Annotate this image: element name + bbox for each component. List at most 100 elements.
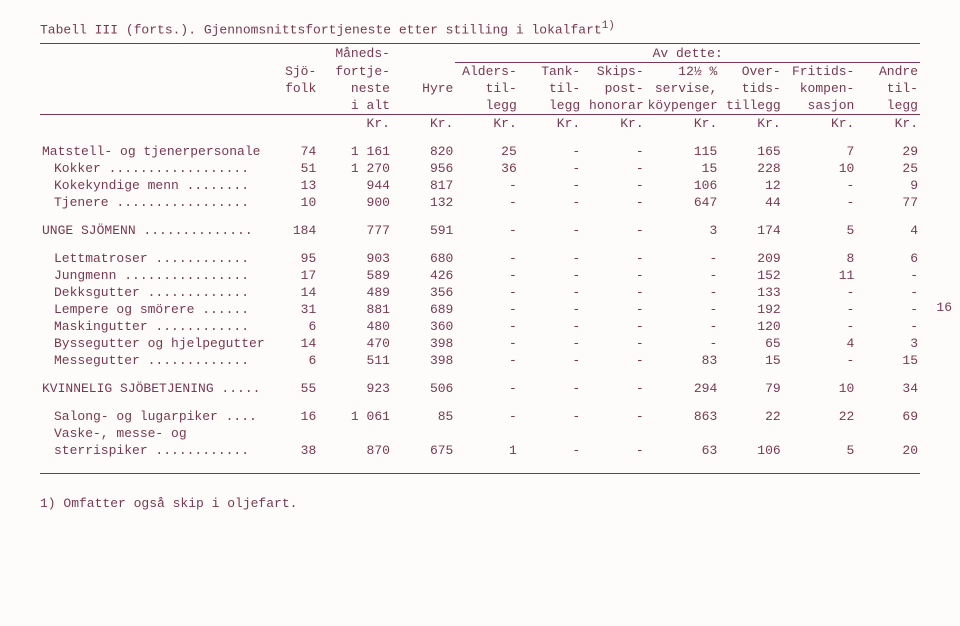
- table-row: Dekksgutter .............14489356----133…: [40, 284, 920, 301]
- header-cell: Over-: [719, 63, 782, 81]
- data-cell: 10: [255, 194, 318, 211]
- data-cell: 3: [856, 335, 920, 352]
- data-cell: 4: [856, 211, 920, 239]
- header-cell: Kr.: [392, 115, 455, 133]
- row-label: Byssegutter og hjelpegutter: [40, 335, 255, 352]
- data-cell: 589: [318, 267, 392, 284]
- header-cell: i alt: [318, 97, 392, 115]
- data-cell: 470: [318, 335, 392, 352]
- header-cell: [392, 63, 455, 81]
- data-cell: 923: [318, 369, 392, 397]
- data-cell: -: [455, 318, 518, 335]
- row-label: Dekksgutter .............: [40, 284, 255, 301]
- data-cell: 356: [392, 284, 455, 301]
- data-cell: 69: [856, 397, 920, 425]
- data-cell: 74: [255, 132, 318, 160]
- data-cell: -: [519, 211, 582, 239]
- data-cell: 1 270: [318, 160, 392, 177]
- data-cell: -: [519, 397, 582, 425]
- header-cell: [40, 97, 255, 115]
- data-cell: 83: [646, 352, 720, 369]
- data-cell: 426: [392, 267, 455, 284]
- data-cell: 5: [783, 211, 857, 239]
- data-cell: 6: [856, 239, 920, 267]
- data-cell: -: [582, 194, 645, 211]
- header-cell: post-: [582, 80, 645, 97]
- data-cell: 5: [783, 442, 857, 459]
- data-cell: -: [455, 239, 518, 267]
- data-cell: 106: [719, 442, 782, 459]
- header-cell: neste: [318, 80, 392, 97]
- footnote: 1) Omfatter også skip i oljefart.: [40, 496, 920, 511]
- data-cell: -: [646, 267, 720, 284]
- data-cell: -: [646, 284, 720, 301]
- data-cell: 152: [719, 267, 782, 284]
- header-row: Kr.Kr.Kr.Kr.Kr.Kr.Kr.Kr.Kr.: [40, 115, 920, 133]
- data-cell: 680: [392, 239, 455, 267]
- data-cell: 591: [392, 211, 455, 239]
- data-cell: -: [783, 284, 857, 301]
- data-cell: 3: [646, 211, 720, 239]
- header-cell: fortje-: [318, 63, 392, 81]
- header-cell: Kr.: [318, 115, 392, 133]
- data-cell: 15: [646, 160, 720, 177]
- data-cell: [646, 425, 720, 442]
- data-cell: 398: [392, 335, 455, 352]
- top-rule: [40, 43, 920, 44]
- data-cell: 294: [646, 369, 720, 397]
- data-cell: -: [582, 267, 645, 284]
- data-cell: -: [519, 284, 582, 301]
- data-cell: 115: [646, 132, 720, 160]
- table-row: Maskingutter ............6480360----120-…: [40, 318, 920, 335]
- header-cell: Sjö-: [255, 63, 318, 81]
- header-cell: Kr.: [783, 115, 857, 133]
- data-table: Måneds-Av dette:Sjö-fortje-Alders-Tank-S…: [40, 45, 920, 459]
- header-cell: til-: [455, 80, 518, 97]
- data-cell: 6: [255, 352, 318, 369]
- table-row: Kokker ..................511 27095636--1…: [40, 160, 920, 177]
- header-cell: tids-: [719, 80, 782, 97]
- data-cell: -: [582, 132, 645, 160]
- data-cell: 63: [646, 442, 720, 459]
- table-row: Salong- og lugarpiker ....161 06185---86…: [40, 397, 920, 425]
- table-row: UNGE SJÖMENN ..............184777591---3…: [40, 211, 920, 239]
- data-cell: -: [519, 335, 582, 352]
- header-cell: folk: [255, 80, 318, 97]
- data-cell: -: [519, 194, 582, 211]
- data-cell: -: [455, 301, 518, 318]
- data-cell: -: [783, 177, 857, 194]
- data-cell: 675: [392, 442, 455, 459]
- data-cell: -: [455, 177, 518, 194]
- data-cell: -: [519, 132, 582, 160]
- data-cell: 4: [783, 335, 857, 352]
- header-cell: servise,: [646, 80, 720, 97]
- data-cell: -: [582, 397, 645, 425]
- data-cell: 777: [318, 211, 392, 239]
- data-cell: 647: [646, 194, 720, 211]
- title-sup: 1): [602, 20, 615, 32]
- header-cell: Kr.: [719, 115, 782, 133]
- header-cell: tillegg: [719, 97, 782, 115]
- data-cell: -: [856, 284, 920, 301]
- data-cell: 209: [719, 239, 782, 267]
- header-cell: til-: [856, 80, 920, 97]
- header-cell: legg: [455, 97, 518, 115]
- data-cell: -: [455, 335, 518, 352]
- data-cell: 870: [318, 442, 392, 459]
- data-cell: -: [582, 177, 645, 194]
- row-label: Tjenere .................: [40, 194, 255, 211]
- table-row: Matstell- og tjenerpersonale741 16182025…: [40, 132, 920, 160]
- table-row: KVINNELIG SJÖBETJENING .....55923506---2…: [40, 369, 920, 397]
- data-cell: 44: [719, 194, 782, 211]
- data-cell: 1 061: [318, 397, 392, 425]
- data-cell: -: [519, 267, 582, 284]
- data-cell: -: [582, 160, 645, 177]
- row-label: Kokker ..................: [40, 160, 255, 177]
- header-cell: Fritids-: [783, 63, 857, 81]
- data-cell: [582, 425, 645, 442]
- header-cell: kompen-: [783, 80, 857, 97]
- data-cell: 863: [646, 397, 720, 425]
- header-cell: Andre: [856, 63, 920, 81]
- data-cell: 228: [719, 160, 782, 177]
- data-cell: 15: [719, 352, 782, 369]
